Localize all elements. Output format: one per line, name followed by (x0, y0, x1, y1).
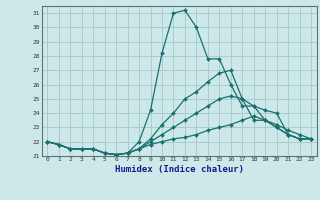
X-axis label: Humidex (Indice chaleur): Humidex (Indice chaleur) (115, 165, 244, 174)
